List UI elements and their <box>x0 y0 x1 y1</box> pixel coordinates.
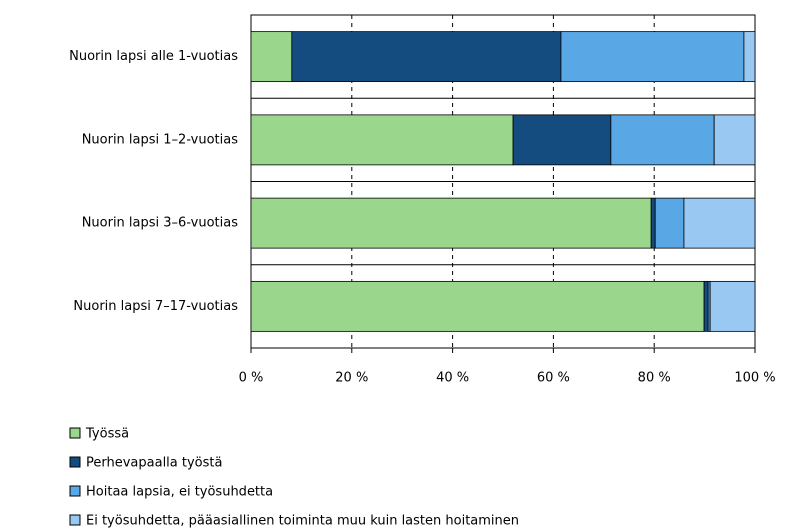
bar-segment <box>709 280 756 332</box>
bar-segment <box>291 31 562 83</box>
bar-segment <box>683 197 756 249</box>
legend-label: Hoitaa lapsia, ei työsuhdetta <box>86 485 273 500</box>
bar-segment <box>250 280 705 332</box>
x-tick-label: 100 % <box>734 371 775 386</box>
x-tick-label: 60 % <box>537 371 570 386</box>
x-tick-label: 40 % <box>436 371 469 386</box>
bar-segment <box>650 197 656 249</box>
bar-segment <box>743 31 756 83</box>
legend-label: Perhevapaalla työstä <box>86 456 222 471</box>
legend-swatch <box>69 514 81 526</box>
x-tick-label: 80 % <box>638 371 671 386</box>
y-tick-label: Nuorin lapsi 3–6-vuotias <box>82 216 239 231</box>
legend-swatch <box>69 485 81 497</box>
bar-segment <box>713 114 756 166</box>
bar-segment <box>250 197 652 249</box>
x-tick-label: 20 % <box>335 371 368 386</box>
bar-segment <box>703 280 709 332</box>
y-tick-label: Nuorin lapsi 7–17-vuotias <box>73 299 238 314</box>
y-tick-label: Nuorin lapsi 1–2-vuotias <box>82 132 239 147</box>
legend-swatch <box>69 427 81 439</box>
bar-segment <box>250 31 293 83</box>
legend-swatch <box>69 456 81 468</box>
bar-segment <box>250 114 514 166</box>
bar-segment <box>610 114 715 166</box>
bar-segment <box>560 31 745 83</box>
legend-label: Ei työsuhdetta, pääasiallinen toiminta m… <box>86 514 519 528</box>
x-tick-label: 0 % <box>239 371 264 386</box>
y-tick-label: Nuorin lapsi alle 1-vuotias <box>69 49 238 64</box>
legend-label: Työssä <box>85 427 129 442</box>
bar-segment <box>512 114 612 166</box>
bar-segment <box>654 197 685 249</box>
